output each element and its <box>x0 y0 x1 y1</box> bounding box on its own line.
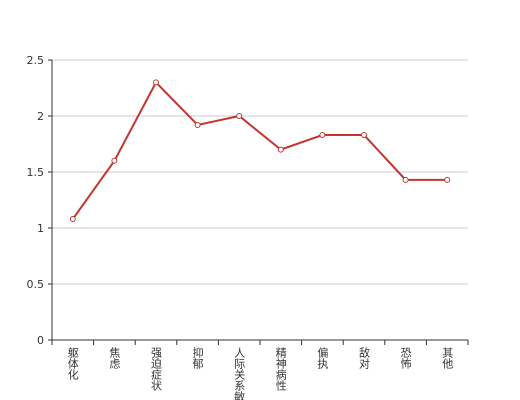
y-tick-label: 2.5 <box>27 54 45 67</box>
x-tick-label: 恐怖 <box>399 347 412 369</box>
y-tick-label: 0.5 <box>27 278 45 291</box>
point <box>361 132 367 139</box>
x-tick-label: 精神病性 <box>274 347 287 392</box>
x-tick-label: 其他 <box>441 347 454 369</box>
y-tick-label: 2 <box>37 110 44 123</box>
point <box>444 176 451 183</box>
point <box>194 121 201 128</box>
y-tick-label: 0 <box>37 334 44 347</box>
y-tick-label: 1 <box>37 222 44 235</box>
x-tick-label: 强迫症状 <box>150 347 163 391</box>
point <box>402 176 409 183</box>
point <box>319 132 326 139</box>
line <box>71 80 448 220</box>
y-tick-label: 1.5 <box>27 166 45 179</box>
point <box>236 113 243 119</box>
x-tick-label: 抑郁 <box>191 346 204 369</box>
point <box>69 216 76 223</box>
x-tick-label: 人际关系敏感 <box>233 347 246 400</box>
point <box>277 146 284 153</box>
x-tick-label: 偏执 <box>316 346 329 370</box>
point <box>111 157 118 164</box>
x-tick-label: 躯体化 <box>66 347 79 381</box>
x-tick-label: 焦虑 <box>108 347 121 369</box>
x-tick-label: 敌对 <box>358 346 371 369</box>
point <box>153 79 159 86</box>
